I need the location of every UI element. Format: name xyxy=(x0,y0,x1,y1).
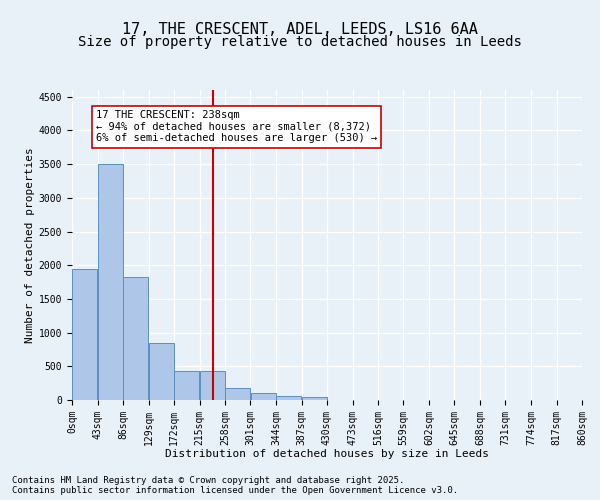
Bar xyxy=(302,398,326,400)
Text: Contains HM Land Registry data © Crown copyright and database right 2025.: Contains HM Land Registry data © Crown c… xyxy=(12,476,404,485)
Bar xyxy=(251,392,275,400)
Bar xyxy=(98,164,122,400)
Bar xyxy=(149,344,173,400)
Bar xyxy=(175,371,199,400)
Text: Size of property relative to detached houses in Leeds: Size of property relative to detached ho… xyxy=(78,35,522,49)
Text: Contains public sector information licensed under the Open Government Licence v3: Contains public sector information licen… xyxy=(12,486,458,495)
Bar xyxy=(73,268,97,400)
X-axis label: Distribution of detached houses by size in Leeds: Distribution of detached houses by size … xyxy=(165,449,489,459)
Text: 17, THE CRESCENT, ADEL, LEEDS, LS16 6AA: 17, THE CRESCENT, ADEL, LEEDS, LS16 6AA xyxy=(122,22,478,38)
Bar xyxy=(277,396,301,400)
Text: 17 THE CRESCENT: 238sqm
← 94% of detached houses are smaller (8,372)
6% of semi-: 17 THE CRESCENT: 238sqm ← 94% of detache… xyxy=(96,110,377,144)
Y-axis label: Number of detached properties: Number of detached properties xyxy=(25,147,35,343)
Bar xyxy=(124,278,148,400)
Bar xyxy=(226,388,250,400)
Bar xyxy=(200,371,224,400)
